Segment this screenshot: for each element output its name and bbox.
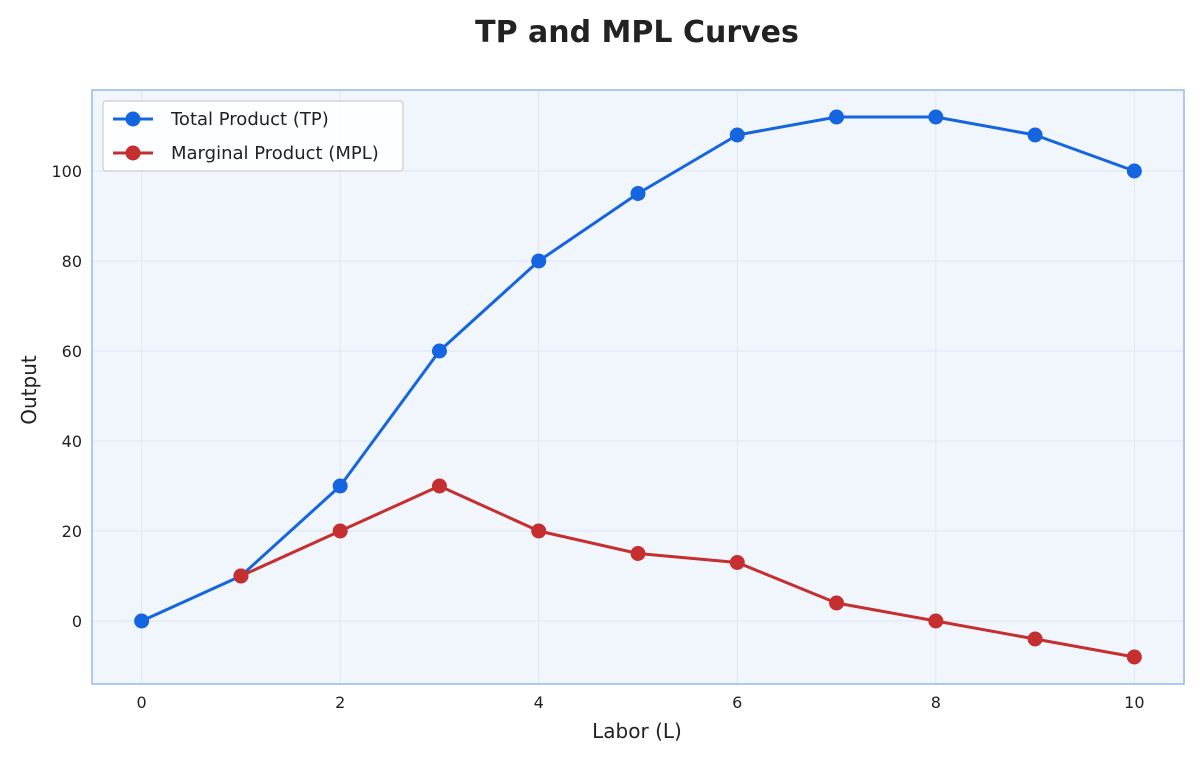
data-point (928, 109, 944, 125)
x-tick-label: 0 (137, 693, 147, 712)
series-line (240, 484, 1135, 659)
plot-background (92, 90, 1184, 684)
data-point (134, 613, 150, 629)
y-tick-label: 0 (72, 612, 82, 631)
legend-swatch-marker (125, 111, 141, 127)
legend-item: Marginal Product (MPL) (113, 143, 379, 164)
legend-label: Marginal Product (MPL) (171, 143, 379, 164)
legend-swatch-marker (125, 145, 141, 161)
x-tick-label: 4 (534, 693, 544, 712)
data-point (829, 109, 845, 125)
data-point (1027, 631, 1043, 647)
x-tick-label: 2 (335, 693, 345, 712)
data-point (630, 186, 646, 201)
x-tick-label: 8 (931, 693, 941, 712)
y-tick-label: 20 (62, 522, 82, 541)
legend-label: Total Product (TP) (170, 109, 329, 130)
legend-item: Total Product (TP) (113, 109, 329, 130)
plot-border (91, 89, 1185, 685)
data-point (1027, 127, 1043, 143)
data-point (928, 613, 944, 629)
x-tick-label: 10 (1124, 693, 1144, 712)
legend: Total Product (TP) Marginal Product (MPL) (102, 100, 404, 172)
y-tick-label: 40 (62, 432, 82, 451)
data-point (829, 595, 845, 611)
data-point (431, 478, 447, 494)
data-point (729, 555, 745, 570)
data-point (630, 546, 646, 561)
series-marginal-product (233, 478, 1142, 665)
data-point (332, 478, 348, 494)
x-tick-label: 6 (732, 693, 742, 712)
data-point (1126, 163, 1142, 179)
x-axis-label: Labor (L) (592, 719, 682, 743)
series-layer (134, 109, 1142, 665)
y-tick-label: 60 (62, 342, 82, 361)
data-point (431, 343, 447, 359)
y-tick-label: 100 (51, 162, 82, 181)
y-tick-label: 80 (62, 252, 82, 271)
data-point (1126, 649, 1142, 665)
chart-title: TP and MPL Curves (475, 15, 799, 50)
data-point (531, 253, 547, 269)
data-point (233, 568, 249, 584)
data-point (531, 523, 547, 539)
y-axis-label: Output (17, 355, 41, 425)
series-total-product (134, 109, 1142, 629)
data-point (729, 127, 745, 143)
legend-box (102, 100, 404, 172)
data-point (332, 523, 348, 539)
